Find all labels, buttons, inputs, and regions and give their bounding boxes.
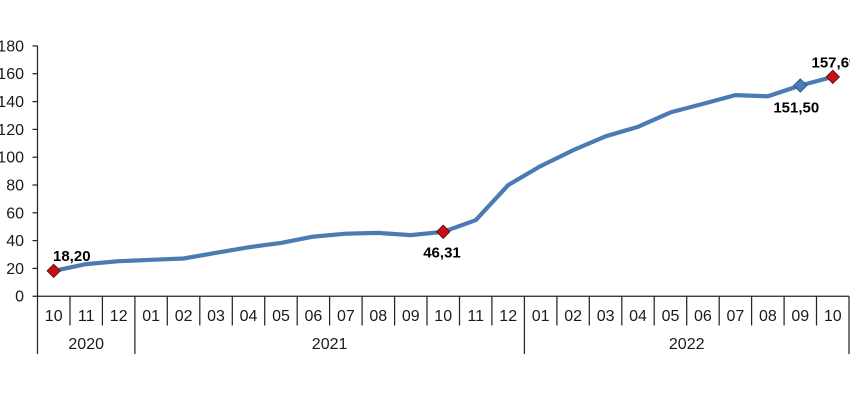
- svg-text:03: 03: [207, 308, 225, 325]
- svg-text:80: 80: [6, 178, 24, 195]
- svg-text:2020: 2020: [68, 336, 104, 353]
- svg-text:02: 02: [564, 308, 582, 325]
- svg-text:09: 09: [791, 308, 809, 325]
- svg-text:46,31: 46,31: [423, 245, 461, 262]
- svg-text:10: 10: [434, 308, 452, 325]
- svg-text:11: 11: [467, 308, 484, 325]
- svg-text:10: 10: [45, 308, 63, 325]
- svg-text:12: 12: [110, 308, 128, 325]
- svg-text:08: 08: [759, 308, 777, 325]
- svg-text:2022: 2022: [669, 336, 705, 353]
- svg-text:04: 04: [240, 308, 258, 325]
- svg-text:07: 07: [337, 308, 355, 325]
- svg-text:01: 01: [532, 308, 550, 325]
- svg-text:100: 100: [0, 150, 24, 167]
- svg-text:09: 09: [402, 308, 420, 325]
- svg-text:06: 06: [694, 308, 712, 325]
- svg-text:07: 07: [727, 308, 745, 325]
- svg-text:05: 05: [662, 308, 680, 325]
- svg-text:05: 05: [272, 308, 290, 325]
- svg-text:160: 160: [0, 66, 24, 83]
- svg-text:02: 02: [175, 308, 193, 325]
- svg-text:20: 20: [6, 261, 24, 278]
- svg-text:151,50: 151,50: [773, 100, 819, 117]
- svg-text:11: 11: [78, 308, 95, 325]
- svg-text:120: 120: [0, 122, 24, 139]
- svg-text:140: 140: [0, 94, 24, 111]
- svg-text:60: 60: [6, 205, 24, 222]
- svg-text:0: 0: [15, 289, 24, 306]
- svg-text:04: 04: [629, 308, 647, 325]
- svg-text:2021: 2021: [312, 336, 348, 353]
- svg-text:180: 180: [0, 38, 24, 55]
- svg-text:40: 40: [6, 233, 24, 250]
- svg-text:18,20: 18,20: [53, 248, 91, 265]
- svg-text:157,69: 157,69: [812, 54, 850, 71]
- svg-text:08: 08: [369, 308, 387, 325]
- svg-text:03: 03: [597, 308, 615, 325]
- svg-text:01: 01: [142, 308, 160, 325]
- svg-text:12: 12: [499, 308, 517, 325]
- svg-text:10: 10: [824, 308, 842, 325]
- svg-text:06: 06: [305, 308, 323, 325]
